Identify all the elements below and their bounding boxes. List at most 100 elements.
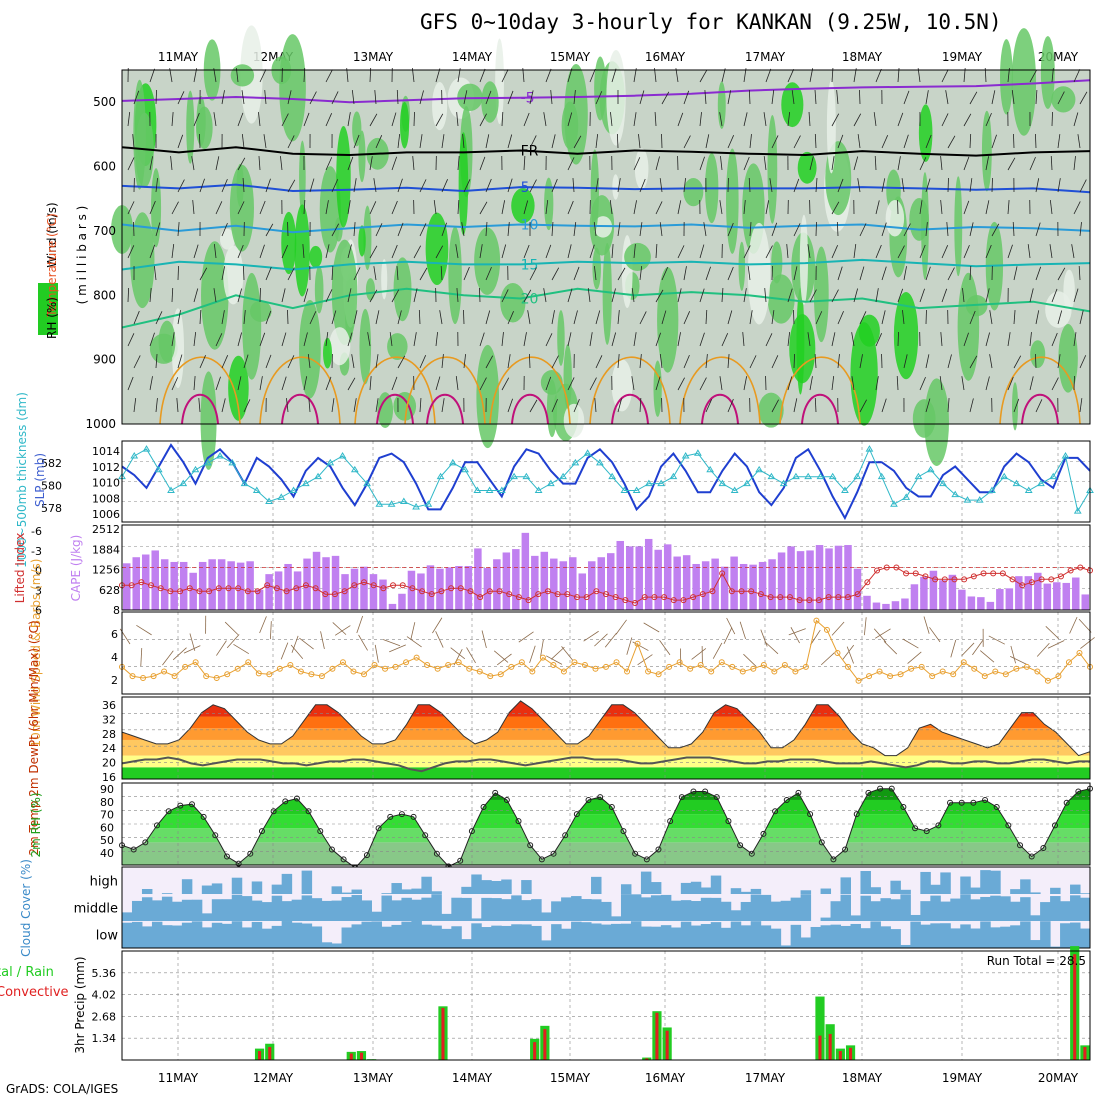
wind-barb bbox=[793, 135, 801, 149]
wind-barb bbox=[837, 134, 844, 149]
wind-barb bbox=[243, 399, 251, 413]
wind-speed-marker bbox=[1002, 671, 1009, 678]
wind-barb bbox=[1073, 69, 1081, 83]
rh-marker bbox=[1052, 822, 1059, 829]
wind-barb bbox=[396, 266, 399, 281]
rh-blob bbox=[1040, 36, 1055, 109]
axis-tick: -6 bbox=[31, 525, 42, 538]
wind-barb bbox=[919, 288, 925, 303]
wind-barb bbox=[683, 354, 690, 369]
wind-barb bbox=[1029, 288, 1034, 303]
wind-speed-marker bbox=[581, 662, 588, 669]
surface-wind-barb bbox=[929, 627, 941, 643]
cloud-bar bbox=[311, 926, 323, 948]
wind-barb bbox=[659, 354, 663, 369]
cloud-bar bbox=[930, 884, 941, 894]
wind-barb bbox=[419, 267, 428, 281]
wind-barb bbox=[1029, 69, 1038, 83]
cloud-bar bbox=[371, 911, 382, 921]
thickness-marker bbox=[314, 472, 322, 480]
wind-barb bbox=[543, 112, 547, 127]
wind-barb bbox=[787, 112, 791, 127]
cloud-bar bbox=[940, 872, 951, 894]
lifted-index-marker bbox=[999, 570, 1006, 577]
rh-marker bbox=[293, 795, 300, 802]
pressure-tick: 700 bbox=[93, 224, 116, 238]
axis-tick: 70 bbox=[100, 809, 114, 822]
cloud-bar bbox=[990, 927, 1001, 948]
rh-blob bbox=[563, 344, 572, 409]
surface-wind-barb bbox=[136, 624, 152, 636]
wind-barb bbox=[373, 266, 377, 281]
wind-barb bbox=[347, 244, 352, 259]
cloud-bar bbox=[181, 922, 193, 948]
cloud-bar bbox=[511, 895, 522, 921]
rh-marker bbox=[737, 842, 744, 849]
rh-marker bbox=[690, 788, 697, 795]
rh-blob bbox=[1058, 324, 1078, 393]
wind-barb bbox=[655, 156, 660, 171]
surface-wind-barb bbox=[604, 632, 617, 648]
wind-speed-marker bbox=[497, 671, 504, 678]
cloud-bar bbox=[171, 925, 183, 948]
wind-speed-marker bbox=[971, 665, 978, 672]
rh-blob bbox=[400, 101, 410, 149]
wind-barb bbox=[919, 157, 927, 171]
wind-barb bbox=[259, 287, 261, 303]
wind-barb bbox=[199, 267, 208, 281]
surface-wind-barb bbox=[1010, 656, 1027, 665]
cloud-bar bbox=[461, 886, 472, 894]
wind-barb bbox=[171, 112, 174, 127]
cloud-bar bbox=[261, 928, 273, 948]
wind-barb bbox=[461, 222, 465, 237]
wind-barb bbox=[353, 398, 357, 413]
cloud-panel-frame bbox=[121, 866, 1091, 949]
isotherm-label: 5 bbox=[521, 180, 530, 196]
axis-tick: 1010 bbox=[92, 477, 120, 490]
rh-marker bbox=[842, 846, 849, 853]
precip-legend-conv: Convective bbox=[0, 985, 69, 1000]
lifted-index-marker bbox=[254, 588, 261, 595]
precip-conv-bar bbox=[543, 1029, 547, 1060]
cloud-bar bbox=[561, 897, 572, 921]
wind-barb bbox=[919, 376, 926, 391]
wind-barb bbox=[441, 134, 445, 149]
thickness-marker bbox=[326, 458, 335, 466]
isotherm-label: 20 bbox=[521, 291, 539, 307]
wind-barb bbox=[947, 135, 956, 149]
wind-barb bbox=[1050, 155, 1053, 171]
rh-blob bbox=[352, 111, 362, 147]
wind-barb bbox=[925, 222, 928, 237]
rh-blob bbox=[813, 246, 829, 343]
date-label-top: 15MAY bbox=[550, 50, 591, 64]
wind-barb bbox=[213, 112, 217, 127]
wind-barb bbox=[793, 353, 795, 369]
cloud-bar bbox=[491, 925, 502, 948]
date-label-bottom: 11MAY bbox=[158, 1071, 199, 1085]
thickness-marker bbox=[497, 486, 506, 493]
cloud-bar bbox=[610, 923, 622, 948]
surface-wind-barb bbox=[691, 648, 707, 660]
thickness-marker bbox=[534, 486, 543, 493]
date-label-bottom: 15MAY bbox=[550, 1071, 591, 1085]
cloud-bar bbox=[541, 940, 552, 948]
wind-barb bbox=[831, 113, 840, 127]
cloud-bar bbox=[231, 921, 243, 948]
wind-barb bbox=[391, 289, 400, 303]
rh-marker bbox=[1005, 822, 1012, 829]
cloud-bar bbox=[331, 943, 343, 948]
wind-speed-marker bbox=[445, 662, 452, 669]
axis-tick: 8 bbox=[113, 604, 120, 617]
cloud-bar bbox=[271, 895, 283, 921]
rh-marker bbox=[305, 808, 312, 815]
thickness-marker bbox=[522, 472, 531, 480]
wind-barb bbox=[347, 288, 352, 303]
wind-barb bbox=[193, 332, 197, 347]
rh-blob bbox=[481, 81, 499, 123]
axis-tick: 24 bbox=[102, 742, 116, 755]
thickness-marker bbox=[179, 479, 188, 487]
surface-wind-barb bbox=[790, 627, 800, 644]
wind-barb bbox=[1035, 353, 1037, 369]
cape-bar bbox=[341, 574, 349, 610]
